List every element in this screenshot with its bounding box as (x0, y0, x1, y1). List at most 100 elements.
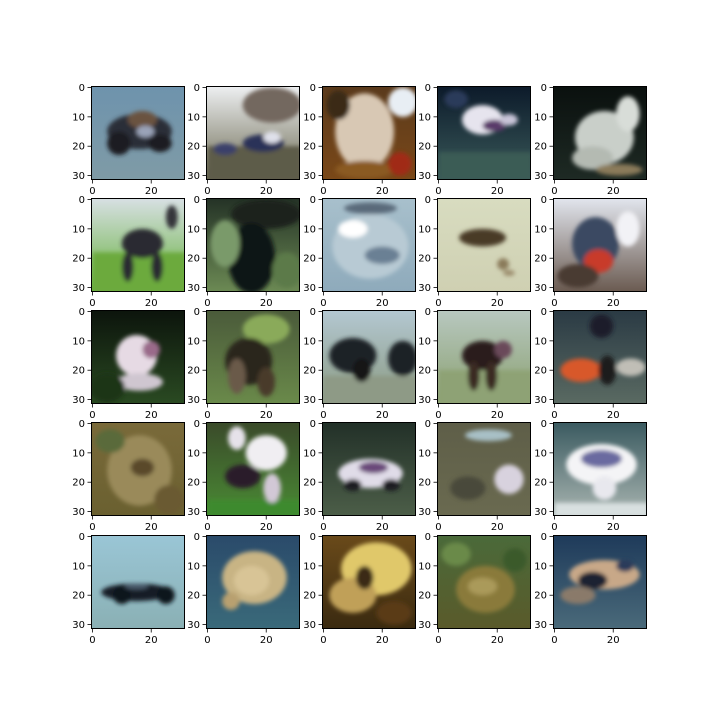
y-tick-label: 30 (534, 507, 547, 518)
x-tick-label: 0 (320, 522, 326, 533)
x-tick-label: 20 (260, 298, 273, 309)
y-tick-label: 30 (187, 171, 200, 182)
generated-image (322, 198, 416, 292)
image-blob (233, 565, 270, 596)
panel-4-2: 0 20 0 10 20 30 (187, 419, 300, 533)
image-blob (344, 479, 362, 492)
panel-2-4: 0 20 0 10 20 30 (418, 195, 531, 309)
x-tick-label: 0 (89, 635, 95, 646)
axes-frame (206, 422, 300, 516)
image-blob (589, 314, 614, 338)
x-tick-label: 0 (551, 186, 557, 197)
y-tick-label: 30 (72, 171, 85, 182)
y-tick-label: 30 (418, 507, 431, 518)
image-blob (222, 592, 240, 610)
x-tick-label: 20 (145, 522, 158, 533)
y-tick-label: 0 (194, 532, 200, 543)
y-tick-label: 10 (303, 561, 316, 572)
y-tick-label: 30 (303, 283, 316, 294)
image-blob (157, 586, 175, 605)
y-tick-label: 0 (194, 307, 200, 318)
y-tick-label: 30 (72, 620, 85, 631)
image-blob (335, 160, 394, 179)
image-blob (228, 358, 246, 394)
image-blob (263, 131, 281, 144)
generated-image (206, 310, 300, 404)
image-blob (560, 358, 602, 382)
y-tick-label: 30 (303, 620, 316, 631)
y-tick-label: 0 (310, 307, 316, 318)
axes-frame (553, 86, 647, 180)
axes-frame (206, 310, 300, 404)
x-tick-label: 20 (491, 298, 504, 309)
axes-frame (322, 535, 416, 629)
y-tick-label: 20 (187, 366, 200, 377)
axes-frame (553, 535, 647, 629)
y-tick-label: 20 (418, 142, 431, 153)
y-tick-label: 0 (425, 532, 431, 543)
panel-4-1: 0 20 0 10 20 30 (72, 419, 185, 533)
y-tick-label: 30 (187, 620, 200, 631)
axes-frame (322, 86, 416, 180)
image-blob (497, 258, 509, 270)
panel-4-3: 0 20 0 10 20 30 (303, 419, 416, 533)
image-blob (438, 152, 531, 180)
y-tick-label: 0 (79, 419, 85, 430)
image-blob (580, 449, 623, 468)
image-blob (245, 435, 287, 471)
image-blob (616, 559, 634, 572)
panel-5-3: 0 20 0 10 20 30 (303, 532, 416, 646)
axes-frame (91, 310, 185, 404)
image-blob (263, 473, 281, 503)
y-tick-label: 10 (534, 561, 547, 572)
y-tick-label: 30 (534, 171, 547, 182)
y-tick-label: 10 (534, 224, 547, 235)
generated-image (553, 198, 647, 292)
image-blob (494, 340, 512, 359)
x-tick-label: 20 (145, 635, 158, 646)
y-tick-label: 30 (72, 283, 85, 294)
image-blob (165, 205, 178, 229)
panel-5-5: 0 20 0 10 20 30 (534, 532, 647, 646)
y-tick-label: 10 (418, 561, 431, 572)
x-tick-label: 20 (607, 522, 620, 533)
image-blob (503, 548, 527, 572)
image-blob (242, 314, 290, 344)
y-tick-label: 30 (187, 395, 200, 406)
y-tick-label: 20 (534, 478, 547, 489)
y-tick-label: 20 (303, 591, 316, 602)
x-tick-label: 0 (204, 186, 210, 197)
image-blob (376, 601, 412, 625)
y-tick-label: 30 (418, 171, 431, 182)
y-tick-label: 20 (72, 478, 85, 489)
panel-2-2: 0 20 0 10 20 30 (187, 195, 300, 309)
generated-image (206, 422, 300, 516)
x-tick-label: 0 (435, 410, 441, 421)
y-tick-label: 10 (534, 448, 547, 459)
y-tick-label: 10 (303, 224, 316, 235)
image-blob (207, 499, 300, 516)
generated-image (322, 535, 416, 629)
y-tick-label: 0 (194, 195, 200, 206)
image-blob (459, 228, 507, 247)
y-tick-label: 20 (418, 591, 431, 602)
image-blob (438, 370, 531, 404)
axes-frame (206, 535, 300, 629)
y-tick-label: 10 (72, 448, 85, 459)
image-blob (142, 340, 161, 359)
y-tick-label: 30 (72, 395, 85, 406)
y-tick-label: 20 (187, 591, 200, 602)
x-tick-label: 20 (376, 186, 389, 197)
y-tick-label: 0 (425, 307, 431, 318)
generated-image (437, 422, 531, 516)
generated-image (553, 535, 647, 629)
y-tick-label: 10 (187, 448, 200, 459)
y-tick-label: 20 (534, 142, 547, 153)
y-tick-label: 10 (72, 224, 85, 235)
x-tick-label: 20 (376, 298, 389, 309)
y-tick-label: 10 (534, 336, 547, 347)
y-tick-label: 0 (541, 195, 547, 206)
x-tick-label: 0 (551, 522, 557, 533)
y-tick-label: 10 (187, 336, 200, 347)
image-blob (467, 361, 480, 391)
